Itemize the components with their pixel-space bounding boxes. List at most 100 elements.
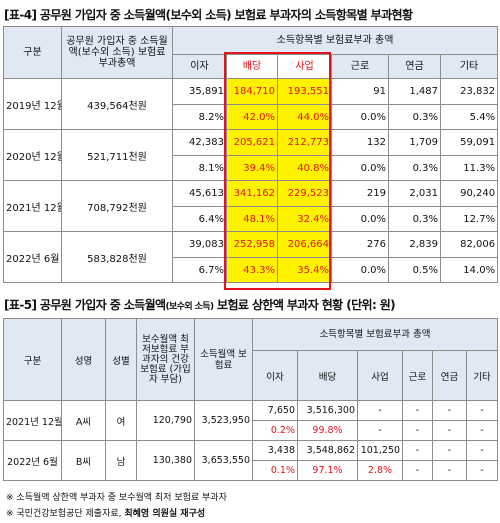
t5-period: 2021년 12월: [3, 400, 62, 441]
t4-ratio-dividend: 39.4%: [226, 155, 278, 181]
t4-period: 2019년 12월: [3, 78, 62, 130]
t5-title-rest: 보험료 상한액 부과자 현황 (단위: 원): [213, 298, 396, 312]
footnote-2-bold: 최혜영 의원실 재구성: [124, 509, 206, 519]
t4-amount-pension: 1,487: [388, 78, 441, 105]
t5-amount-business: 101,250: [357, 440, 403, 461]
t5-ratio-pension: -: [432, 420, 467, 441]
t5-amount-interest: 3,438: [252, 440, 298, 461]
t4-header-interest: 이자: [172, 54, 227, 79]
t4-amount-business: 206,664: [277, 231, 332, 258]
t4-amount-interest: 45,613: [172, 180, 227, 207]
t5-name: B씨: [61, 440, 106, 481]
t4-amount-pension: 1,709: [388, 129, 441, 156]
t4-header-group: 소득항목별 보험료부과 총액: [171, 26, 499, 55]
t5-header-business: 사업: [357, 350, 403, 401]
t4-amount-pension: 2,839: [388, 231, 441, 258]
t4-amount-interest: 39,083: [172, 231, 227, 258]
t4-amount-dividend: 184,710: [226, 78, 278, 105]
t4-amount-other: 82,006: [439, 231, 499, 258]
t5-amount-other: -: [465, 400, 499, 421]
t5-ratio-labor: -: [402, 420, 433, 441]
t4-ratio-pension: 0.5%: [388, 257, 441, 283]
t4-ratio-labor: 0.0%: [331, 206, 389, 232]
t4-header-business: 사업: [277, 54, 332, 79]
table5-title: [표-5] 공무원 가입자 중 소득월액(보수외 소득) 보험료 상한액 부과자…: [4, 296, 396, 313]
t5-amount-dividend: 3,548,862: [297, 440, 358, 461]
t4-ratio-interest: 6.4%: [172, 206, 227, 232]
t4-ratio-interest: 8.1%: [172, 155, 227, 181]
t4-amount-pension: 2,031: [388, 180, 441, 207]
t4-amount-other: 59,091: [439, 129, 499, 156]
t5-header-interest: 이자: [252, 350, 298, 401]
t5-ratio-interest: 0.1%: [252, 460, 298, 481]
t4-amount-labor: 219: [331, 180, 389, 207]
table5: 구분 성명 성별 보수월액 최저보험료 부과자의 건강보험료 (가입자 부담) …: [3, 318, 499, 481]
t5-header-income-premium: 소득월액 보험료: [194, 318, 253, 401]
t5-period: 2022년 6월: [3, 440, 62, 481]
t4-amount-interest: 42,383: [172, 129, 227, 156]
t5-gender: 여: [105, 400, 137, 441]
t4-header-dividend: 배당: [226, 54, 278, 79]
t4-ratio-dividend: 43.3%: [226, 257, 278, 283]
t4-ratio-labor: 0.0%: [331, 155, 389, 181]
t4-amount-other: 90,240: [439, 180, 499, 207]
t4-ratio-other: 14.0%: [439, 257, 499, 283]
t5-ratio-labor: -: [402, 460, 433, 481]
t5-header-other: 기타: [465, 350, 499, 401]
t4-amount-labor: 91: [331, 78, 389, 105]
t5-amount-labor: -: [402, 440, 433, 461]
t4-header-total: 공무원 가입자 중 소득월액(보수외 소득) 보험료 부과총액: [61, 26, 173, 79]
t4-amount-labor: 132: [331, 129, 389, 156]
t4-ratio-pension: 0.3%: [388, 104, 441, 130]
t4-ratio-other: 5.4%: [439, 104, 499, 130]
t4-total: 583,828천원: [61, 231, 173, 283]
t5-income-premium: 3,653,550: [194, 440, 253, 481]
t5-header-period: 구분: [3, 318, 62, 401]
t5-gender: 남: [105, 440, 137, 481]
t5-title-main: [표-5] 공무원 가입자 중 소득월액: [4, 298, 166, 312]
t4-total: 708,792천원: [61, 180, 173, 232]
t5-amount-labor: -: [402, 400, 433, 421]
t5-ratio-business: 2.8%: [357, 460, 403, 481]
t4-amount-labor: 276: [331, 231, 389, 258]
t5-header-name: 성명: [61, 318, 106, 401]
footnote-1: ※ 소득월액 상한액 부과자 중 보수월액 최저 보험료 부과자: [6, 493, 227, 503]
t5-ratio-other: -: [465, 460, 499, 481]
t4-ratio-labor: 0.0%: [331, 257, 389, 283]
t5-amount-interest: 7,650: [252, 400, 298, 421]
t5-amount-dividend: 3,516,300: [297, 400, 358, 421]
t4-ratio-dividend: 42.0%: [226, 104, 278, 130]
t4-ratio-pension: 0.3%: [388, 206, 441, 232]
t5-ratio-dividend: 99.8%: [297, 420, 358, 441]
t4-ratio-pension: 0.3%: [388, 155, 441, 181]
t5-ratio-pension: -: [432, 460, 467, 481]
t4-amount-business: 229,523: [277, 180, 332, 207]
t5-title-small: (보수외 소득): [165, 302, 215, 312]
t5-amount-business: -: [357, 400, 403, 421]
t4-period: 2022년 6월: [3, 231, 62, 283]
t5-ratio-interest: 0.2%: [252, 420, 298, 441]
t5-amount-pension: -: [432, 440, 467, 461]
t4-header-labor: 근로: [331, 54, 389, 79]
t5-header-dividend: 배당: [297, 350, 358, 401]
t4-ratio-business: 32.4%: [277, 206, 332, 232]
footnote-2-prefix: ※ 국민건강보험공단 제출자료,: [6, 509, 125, 519]
t4-ratio-business: 35.4%: [277, 257, 332, 283]
footnote-2: ※ 국민건강보험공단 제출자료, 최혜영 의원실 재구성: [6, 506, 205, 519]
table4-title: [표-4] 공무원 가입자 중 소득월액(보수외 소득) 보험료 부과자의 소득…: [4, 8, 413, 22]
t5-header-gender: 성별: [105, 318, 137, 401]
table4: 구분 공무원 가입자 중 소득월액(보수외 소득) 보험료 부과총액 소득항목별…: [3, 26, 499, 283]
t4-amount-other: 23,832: [439, 78, 499, 105]
t5-amount-pension: -: [432, 400, 467, 421]
t4-header-pension: 연금: [388, 54, 441, 79]
t5-name: A씨: [61, 400, 106, 441]
t5-header-group: 소득항목별 보험료부과 총액: [251, 318, 499, 351]
t5-income-premium: 3,523,950: [194, 400, 253, 441]
t4-total: 521,711천원: [61, 129, 173, 181]
t4-amount-dividend: 252,958: [226, 231, 278, 258]
t4-amount-interest: 35,891: [172, 78, 227, 105]
t4-ratio-interest: 8.2%: [172, 104, 227, 130]
t4-ratio-other: 11.3%: [439, 155, 499, 181]
t4-ratio-business: 40.8%: [277, 155, 332, 181]
t4-ratio-interest: 6.7%: [172, 257, 227, 283]
